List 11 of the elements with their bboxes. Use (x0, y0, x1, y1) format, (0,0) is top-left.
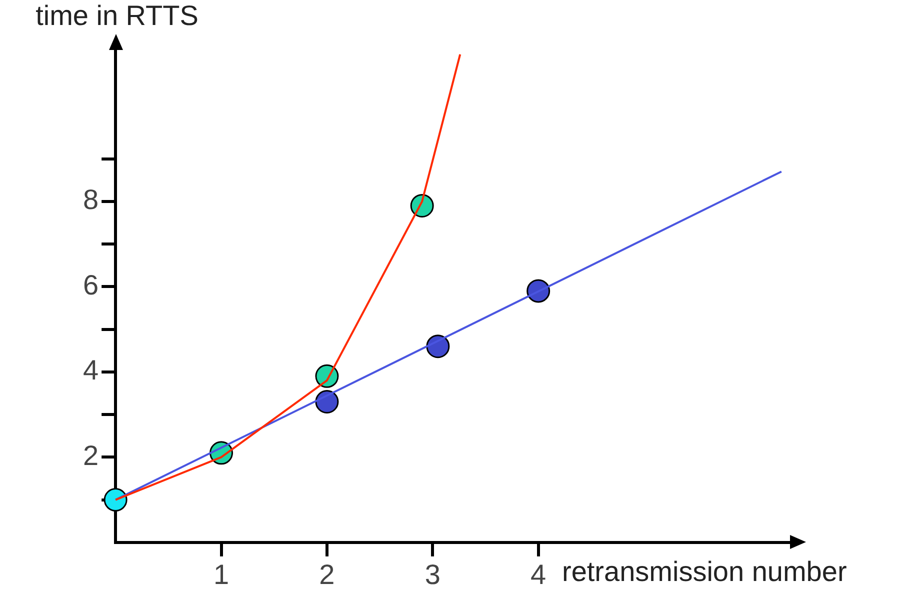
x-tick-label: 3 (424, 558, 440, 590)
y-tick-label: 4 (82, 354, 99, 386)
x-tick-label: 2 (319, 558, 335, 590)
x-tick-label: 1 (213, 558, 230, 590)
x-axis-title: retransmission number (562, 556, 847, 588)
y-tick-label: 8 (82, 184, 99, 216)
y-tick-label: 6 (82, 269, 99, 300)
point (104, 488, 128, 512)
y-tick-label: 2 (82, 440, 99, 471)
x-tick-label: 4 (530, 558, 546, 590)
y-axis-title: time in RTTS (36, 0, 198, 32)
